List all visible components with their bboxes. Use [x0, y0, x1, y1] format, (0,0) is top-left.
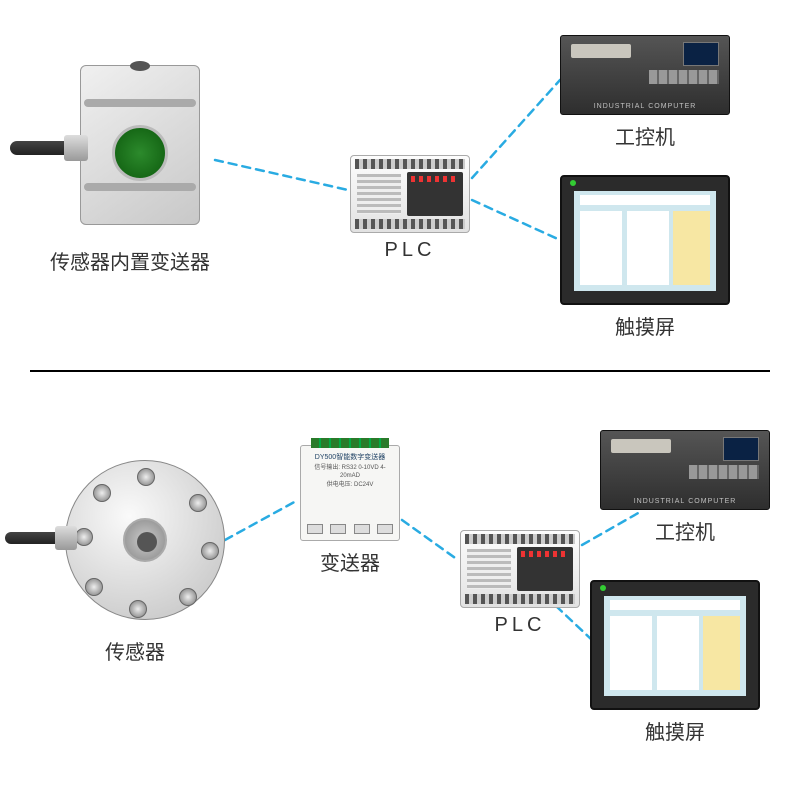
xmtr-spec2: 供电电压: DC24V: [307, 481, 393, 489]
transmitter-icon: DY500智能数字变送器 信号输出: RS32 0-10VD 4-20mAD 供…: [300, 445, 400, 541]
hmi-icon: [560, 175, 730, 305]
ipc-icon: INDUSTRIAL COMPUTER: [600, 430, 770, 510]
hmi-icon: [590, 580, 760, 710]
bottom-ipc-label: 工控机: [600, 516, 770, 545]
sensor-round-icon: [45, 450, 225, 630]
bottom-plc-label: PLC: [460, 614, 580, 637]
xmtr-title: DY500智能数字变送器: [307, 452, 393, 462]
connector-line: [472, 200, 560, 240]
bottom-hmi-label: 触摸屏: [590, 716, 760, 745]
top-plc-node: PLC: [350, 155, 470, 262]
bottom-hmi-node: 触摸屏: [590, 580, 760, 745]
connector-line: [215, 160, 348, 190]
top-ipc-node: INDUSTRIAL COMPUTER 工控机: [560, 35, 730, 150]
top-hmi-label: 触摸屏: [560, 311, 730, 340]
ipc-icon: INDUSTRIAL COMPUTER: [560, 35, 730, 115]
sensor-s-icon: [50, 55, 200, 240]
bottom-sensor-node: 传感器: [45, 450, 225, 665]
section-divider: [30, 370, 770, 372]
top-hmi-node: 触摸屏: [560, 175, 730, 340]
bottom-plc-node: PLC: [460, 530, 580, 637]
top-sensor-label: 传感器内置变送器: [50, 246, 210, 275]
connector-line: [402, 520, 458, 560]
xmtr-spec1: 信号输出: RS32 0-10VD 4-20mAD: [307, 464, 393, 481]
connector-line: [225, 500, 298, 540]
bottom-xmtr-label: 变送器: [300, 547, 400, 576]
bottom-sensor-label: 传感器: [45, 636, 225, 665]
top-sensor-node: 传感器内置变送器: [50, 55, 210, 275]
bottom-xmtr-node: DY500智能数字变送器 信号输出: RS32 0-10VD 4-20mAD 供…: [300, 445, 400, 576]
top-ipc-label: 工控机: [560, 121, 730, 150]
top-plc-label: PLC: [350, 239, 470, 262]
bottom-ipc-node: INDUSTRIAL COMPUTER 工控机: [600, 430, 770, 545]
connector-line: [472, 80, 560, 178]
diagram-root: 传感器内置变送器 PLC INDUSTRIAL COMPUTER 工控机 触摸屏: [0, 0, 800, 800]
plc-icon: [350, 155, 470, 233]
plc-icon: [460, 530, 580, 608]
